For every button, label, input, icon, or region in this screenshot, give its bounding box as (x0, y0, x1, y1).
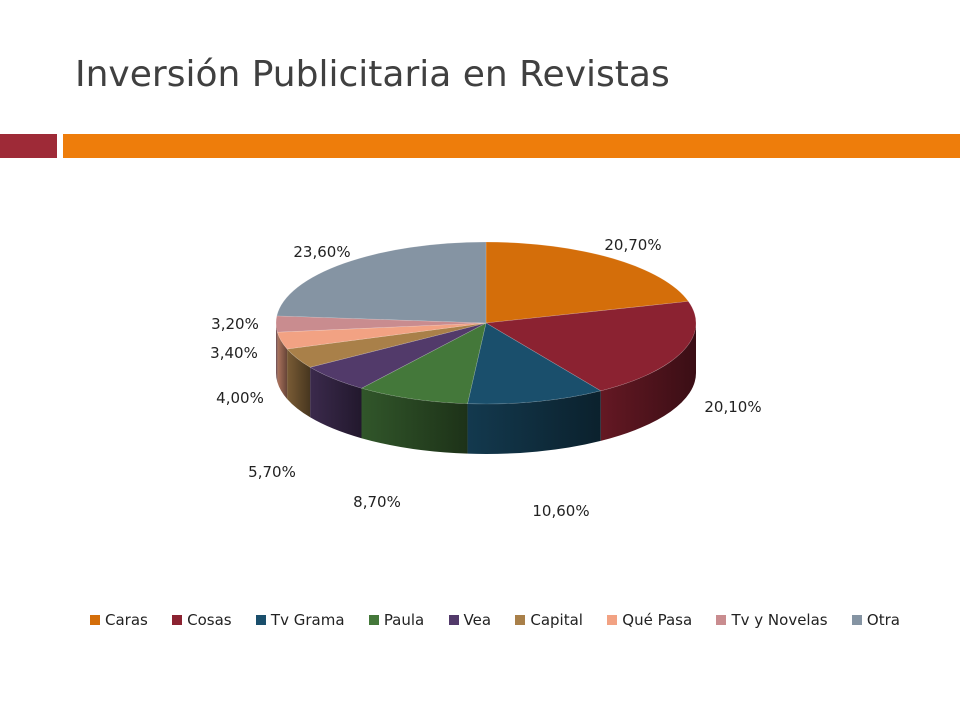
pie-side-vea (310, 367, 362, 439)
pie-side-que-pasa (277, 332, 288, 399)
pie-slice-capital (286, 322, 487, 368)
chart-legend: Caras Cosas Tv Grama Paula Vea Capital Qué Pas… (90, 611, 900, 629)
legend-item-tv-y-novelas: Tv y Novelas (716, 611, 828, 629)
legend-item-tv-grama: Tv Grama (255, 611, 345, 629)
legend-swatch-que-pasa (607, 615, 618, 625)
legend-label-paula: Paula (383, 611, 425, 629)
accent-bar-right (63, 134, 960, 158)
legend-swatch-paula (368, 615, 379, 625)
data-label-otra: 23,60% (293, 243, 350, 261)
data-label-cosas: 20,10% (704, 398, 761, 416)
legend-swatch-cosas (172, 615, 183, 625)
pie-side-paula (361, 388, 468, 454)
legend-swatch-caras (90, 615, 100, 625)
legend-label-cosas: Cosas (187, 611, 232, 629)
pie-slice-tv-y-novelas (275, 315, 487, 333)
legend-item-cosas: Cosas (172, 611, 232, 629)
legend-item-caras: Caras (90, 611, 148, 629)
legend-item-que-pasa: Qué Pasa (607, 611, 692, 629)
data-label-tv-grama: 10,60% (532, 502, 589, 520)
data-label-tv-y-novelas: 3,20% (211, 315, 259, 333)
pie-side-tv-grama (467, 390, 601, 454)
slide-title: Inversión Publicitaria en Revistas (75, 54, 670, 95)
legend-swatch-vea (448, 615, 459, 625)
data-label-caras: 20,70% (604, 236, 661, 254)
legend-label-caras: Caras (105, 611, 148, 629)
pie-slice-paula (360, 322, 487, 404)
data-label-capital: 4,00% (216, 389, 264, 407)
pie-slice-otra (276, 241, 487, 324)
pie-side-tv-y-novelas (276, 323, 278, 383)
legend-label-otra: Otra (866, 611, 900, 629)
pie-slice-cosas (485, 301, 697, 392)
legend-label-tv-y-novelas: Tv y Novelas (731, 611, 828, 629)
pie-slice-vea (309, 322, 487, 389)
legend-item-capital: Capital (515, 611, 583, 629)
legend-swatch-tv-grama (255, 615, 266, 625)
legend-label-capital: Capital (530, 611, 583, 629)
legend-label-tv-grama: Tv Grama (270, 611, 345, 629)
legend-swatch-tv-y-novelas (716, 615, 727, 625)
data-label-que-pasa: 3,40% (210, 344, 258, 362)
data-label-paula: 8,70% (353, 493, 401, 511)
legend-label-vea: Vea (463, 611, 492, 629)
pie-side-capital (287, 348, 311, 418)
pie-slice-que-pasa (276, 322, 487, 350)
legend-item-paula: Paula (368, 611, 425, 629)
pie-slice-caras (485, 241, 689, 324)
legend-swatch-otra (851, 615, 862, 625)
legend-item-vea: Vea (448, 611, 492, 629)
legend-label-que-pasa: Qué Pasa (622, 611, 693, 629)
legend-item-otra: Otra (851, 611, 900, 629)
pie-slice-tv-grama (467, 322, 602, 405)
data-label-vea: 5,70% (248, 463, 296, 481)
legend-swatch-capital (515, 615, 526, 625)
accent-bar-left (0, 134, 57, 158)
pie-side-cosas (600, 323, 696, 441)
